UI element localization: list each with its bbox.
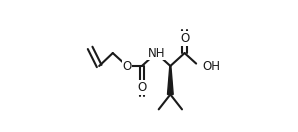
Polygon shape — [167, 66, 173, 95]
Text: NH: NH — [148, 47, 165, 60]
Text: O: O — [137, 81, 147, 94]
Text: O: O — [180, 32, 189, 45]
Text: O: O — [122, 60, 132, 72]
Text: OH: OH — [203, 60, 221, 72]
